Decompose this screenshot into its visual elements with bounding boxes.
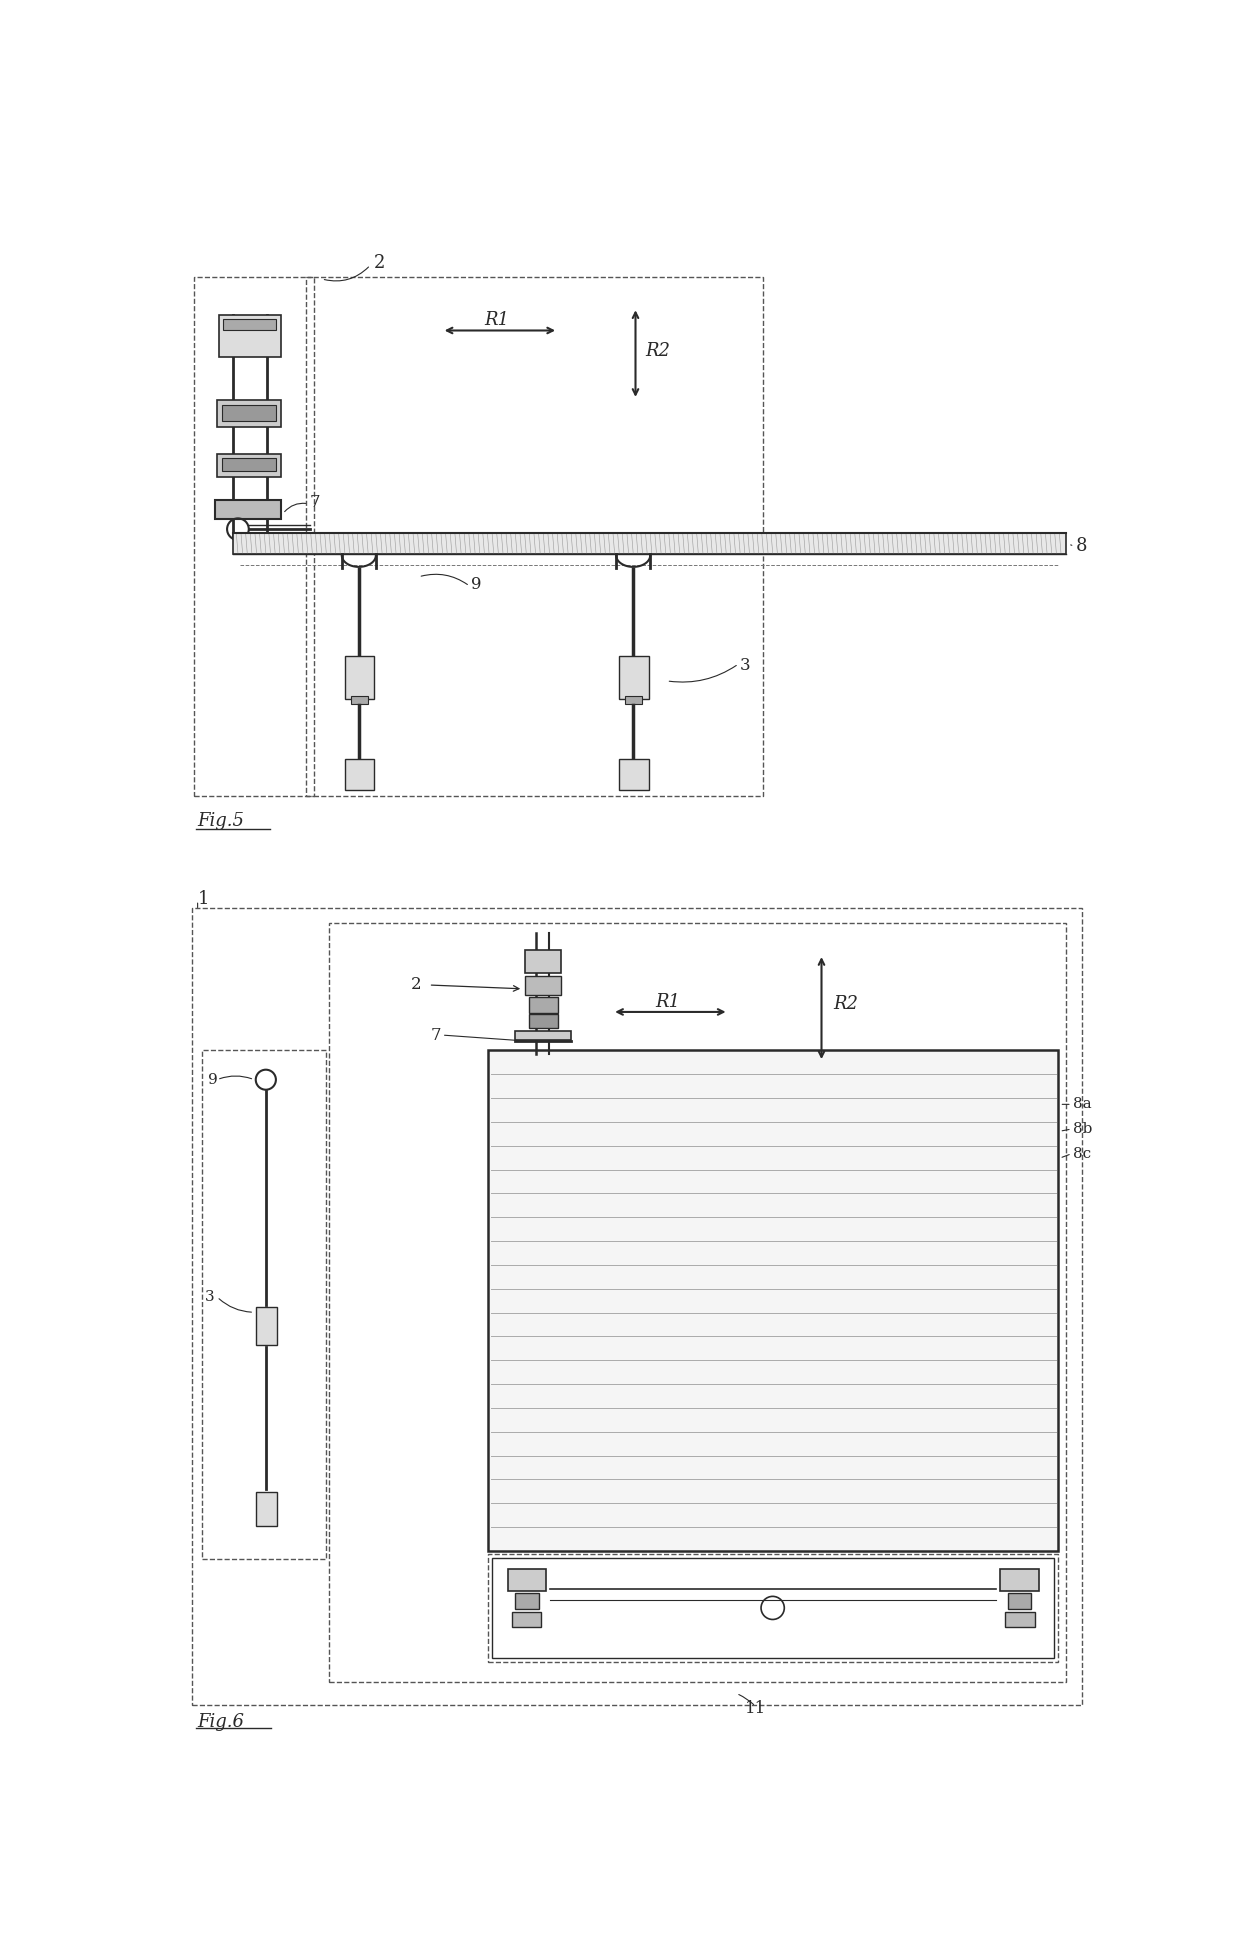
Text: 8a: 8a [1074, 1097, 1092, 1111]
Bar [625, 697, 642, 705]
Bar [489, 1050, 1058, 1552]
Text: R1: R1 [485, 312, 510, 330]
Bar [516, 1031, 572, 1040]
Bar [217, 453, 280, 476]
Bar [507, 1569, 547, 1591]
Bar [489, 1554, 1058, 1661]
Bar [999, 1569, 1039, 1591]
Text: 1: 1 [197, 890, 210, 908]
Text: 8c: 8c [1074, 1146, 1091, 1161]
Text: Fig.6: Fig.6 [197, 1714, 244, 1731]
Bar [345, 656, 374, 699]
Bar [255, 1491, 278, 1526]
Bar [255, 1306, 278, 1345]
Bar [330, 923, 1065, 1683]
Text: 3: 3 [206, 1290, 215, 1304]
Bar [217, 400, 280, 427]
Bar [619, 656, 649, 699]
Text: R1: R1 [655, 994, 680, 1011]
Bar [192, 908, 1081, 1704]
Text: 7: 7 [310, 494, 321, 511]
Text: 8b: 8b [1074, 1122, 1092, 1136]
Bar [526, 951, 560, 974]
Text: 9: 9 [207, 1074, 217, 1087]
Text: 2: 2 [373, 254, 384, 273]
Bar [223, 318, 275, 330]
Bar [222, 457, 275, 470]
Text: 9: 9 [471, 576, 481, 593]
Bar [492, 1558, 1054, 1657]
Bar [345, 759, 374, 791]
Bar [306, 277, 764, 796]
Text: 2: 2 [410, 976, 422, 994]
Text: 11: 11 [745, 1700, 766, 1718]
Text: R2: R2 [645, 342, 670, 361]
Bar [218, 314, 280, 357]
Bar [193, 277, 314, 796]
Bar [222, 406, 275, 420]
Bar [528, 997, 558, 1013]
Bar [351, 697, 368, 705]
Bar [1006, 1612, 1034, 1628]
Bar [511, 1612, 541, 1628]
Text: R2: R2 [833, 996, 858, 1013]
Bar [201, 1050, 325, 1558]
Bar [233, 533, 1065, 554]
Text: 3: 3 [740, 658, 750, 673]
Bar [216, 500, 281, 519]
Text: 7: 7 [430, 1027, 440, 1044]
Bar [516, 1593, 538, 1610]
Bar [1007, 1593, 1030, 1610]
Text: Fig.5: Fig.5 [197, 812, 244, 830]
Bar [528, 1015, 558, 1029]
Bar [526, 976, 560, 996]
Text: 8: 8 [1076, 537, 1087, 554]
Bar [619, 759, 649, 791]
